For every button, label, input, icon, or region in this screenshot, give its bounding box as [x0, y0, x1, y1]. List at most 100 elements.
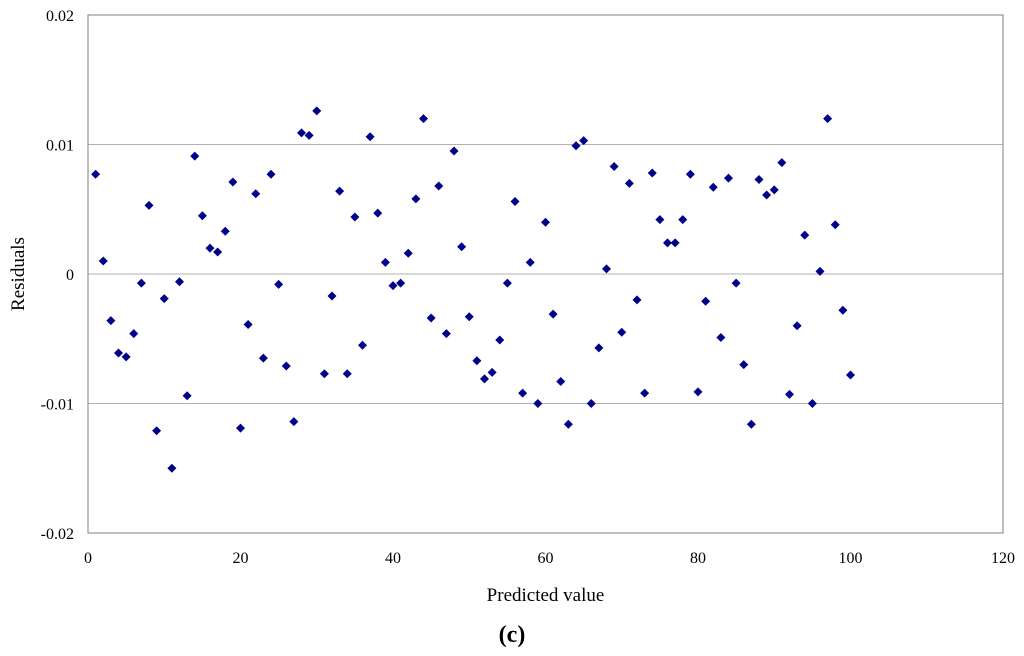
- data-point: [274, 279, 284, 289]
- y-tick-label: -0.01: [41, 397, 74, 414]
- data-point: [746, 419, 756, 429]
- data-point: [434, 181, 444, 191]
- data-point: [617, 327, 627, 337]
- data-point: [106, 316, 116, 326]
- data-point: [144, 200, 154, 210]
- data-point: [571, 141, 581, 151]
- plot-area-frame: [87, 14, 1004, 534]
- data-point: [419, 114, 428, 124]
- data-point: [358, 340, 367, 350]
- data-point: [823, 114, 833, 124]
- data-point: [373, 208, 383, 218]
- data-point: [518, 388, 528, 398]
- data-point: [258, 353, 268, 363]
- data-point: [297, 128, 306, 138]
- data-point: [464, 312, 474, 322]
- data-point: [304, 130, 314, 140]
- data-point: [701, 296, 711, 306]
- data-point: [312, 106, 322, 116]
- data-point: [350, 212, 360, 222]
- data-point: [228, 177, 238, 187]
- data-point: [175, 277, 184, 287]
- data-point: [846, 370, 855, 380]
- data-point: [182, 391, 192, 401]
- gridlines: [88, 144, 1003, 404]
- data-point: [716, 332, 726, 342]
- data-point: [602, 264, 611, 274]
- y-axis-tick-labels: -0.02 -0.01 0 0.01 0.02: [41, 8, 74, 543]
- x-tick-label: 0: [84, 550, 92, 567]
- data-point: [655, 215, 665, 225]
- data-point: [380, 257, 390, 267]
- data-point: [685, 169, 695, 179]
- data-point: [663, 238, 672, 248]
- data-point: [563, 419, 573, 429]
- data-point: [708, 182, 718, 192]
- data-point: [830, 220, 840, 230]
- data-point: [159, 294, 169, 304]
- data-point: [640, 388, 650, 398]
- data-point: [403, 248, 413, 258]
- data-point: [502, 278, 512, 288]
- x-tick-label: 40: [385, 550, 401, 567]
- data-point: [792, 321, 802, 331]
- data-point: [838, 305, 848, 315]
- data-point: [266, 169, 276, 179]
- data-point: [167, 463, 177, 473]
- data-point: [251, 189, 261, 199]
- data-point: [121, 352, 131, 362]
- data-point: [129, 329, 139, 339]
- data-point: [670, 238, 680, 248]
- data-point: [289, 417, 299, 427]
- data-point: [800, 230, 810, 240]
- data-point: [548, 309, 558, 319]
- x-tick-label: 20: [233, 550, 249, 567]
- data-point: [807, 399, 817, 408]
- data-point: [457, 242, 467, 252]
- data-point: [624, 178, 634, 188]
- data-point: [495, 335, 505, 345]
- data-point: [731, 278, 741, 288]
- data-point: [281, 361, 291, 371]
- data-point: [327, 291, 337, 301]
- data-point: [91, 169, 101, 179]
- data-point: [197, 211, 207, 221]
- y-axis-title: Residuals: [8, 237, 29, 311]
- data-point: [579, 136, 589, 146]
- data-point: [693, 387, 703, 397]
- data-point: [342, 369, 352, 379]
- x-axis-tick-labels: 0 20 40 60 80 100 120: [84, 550, 1015, 567]
- data-point: [243, 320, 253, 330]
- y-tick-label: 0.02: [46, 8, 74, 25]
- y-tick-label: 0: [66, 267, 74, 284]
- x-tick-label: 60: [538, 550, 554, 567]
- data-point: [152, 426, 162, 436]
- data-point: [541, 217, 550, 227]
- data-point: [632, 295, 642, 305]
- data-point: [754, 174, 764, 184]
- data-point: [480, 374, 489, 384]
- data-point: [114, 348, 123, 358]
- data-point: [785, 389, 794, 399]
- x-tick-label: 80: [690, 550, 706, 567]
- y-tick-label: -0.02: [41, 526, 74, 543]
- data-point: [449, 146, 459, 156]
- data-point: [533, 399, 543, 408]
- data-point: [335, 186, 345, 196]
- data-point: [472, 356, 482, 366]
- data-point: [205, 243, 215, 253]
- data-point: [678, 215, 688, 225]
- y-tick-label: 0.01: [46, 138, 74, 155]
- data-point: [777, 158, 787, 168]
- data-point: [98, 256, 108, 266]
- data-point: [556, 376, 566, 386]
- data-point: [236, 423, 245, 433]
- x-tick-label: 100: [839, 550, 863, 567]
- data-point: [647, 168, 657, 178]
- data-point: [724, 173, 733, 183]
- figure-caption: (c): [499, 622, 526, 648]
- data-point: [136, 278, 146, 288]
- data-point: [762, 190, 772, 200]
- data-point: [769, 185, 779, 195]
- x-tick-label: 120: [991, 550, 1015, 567]
